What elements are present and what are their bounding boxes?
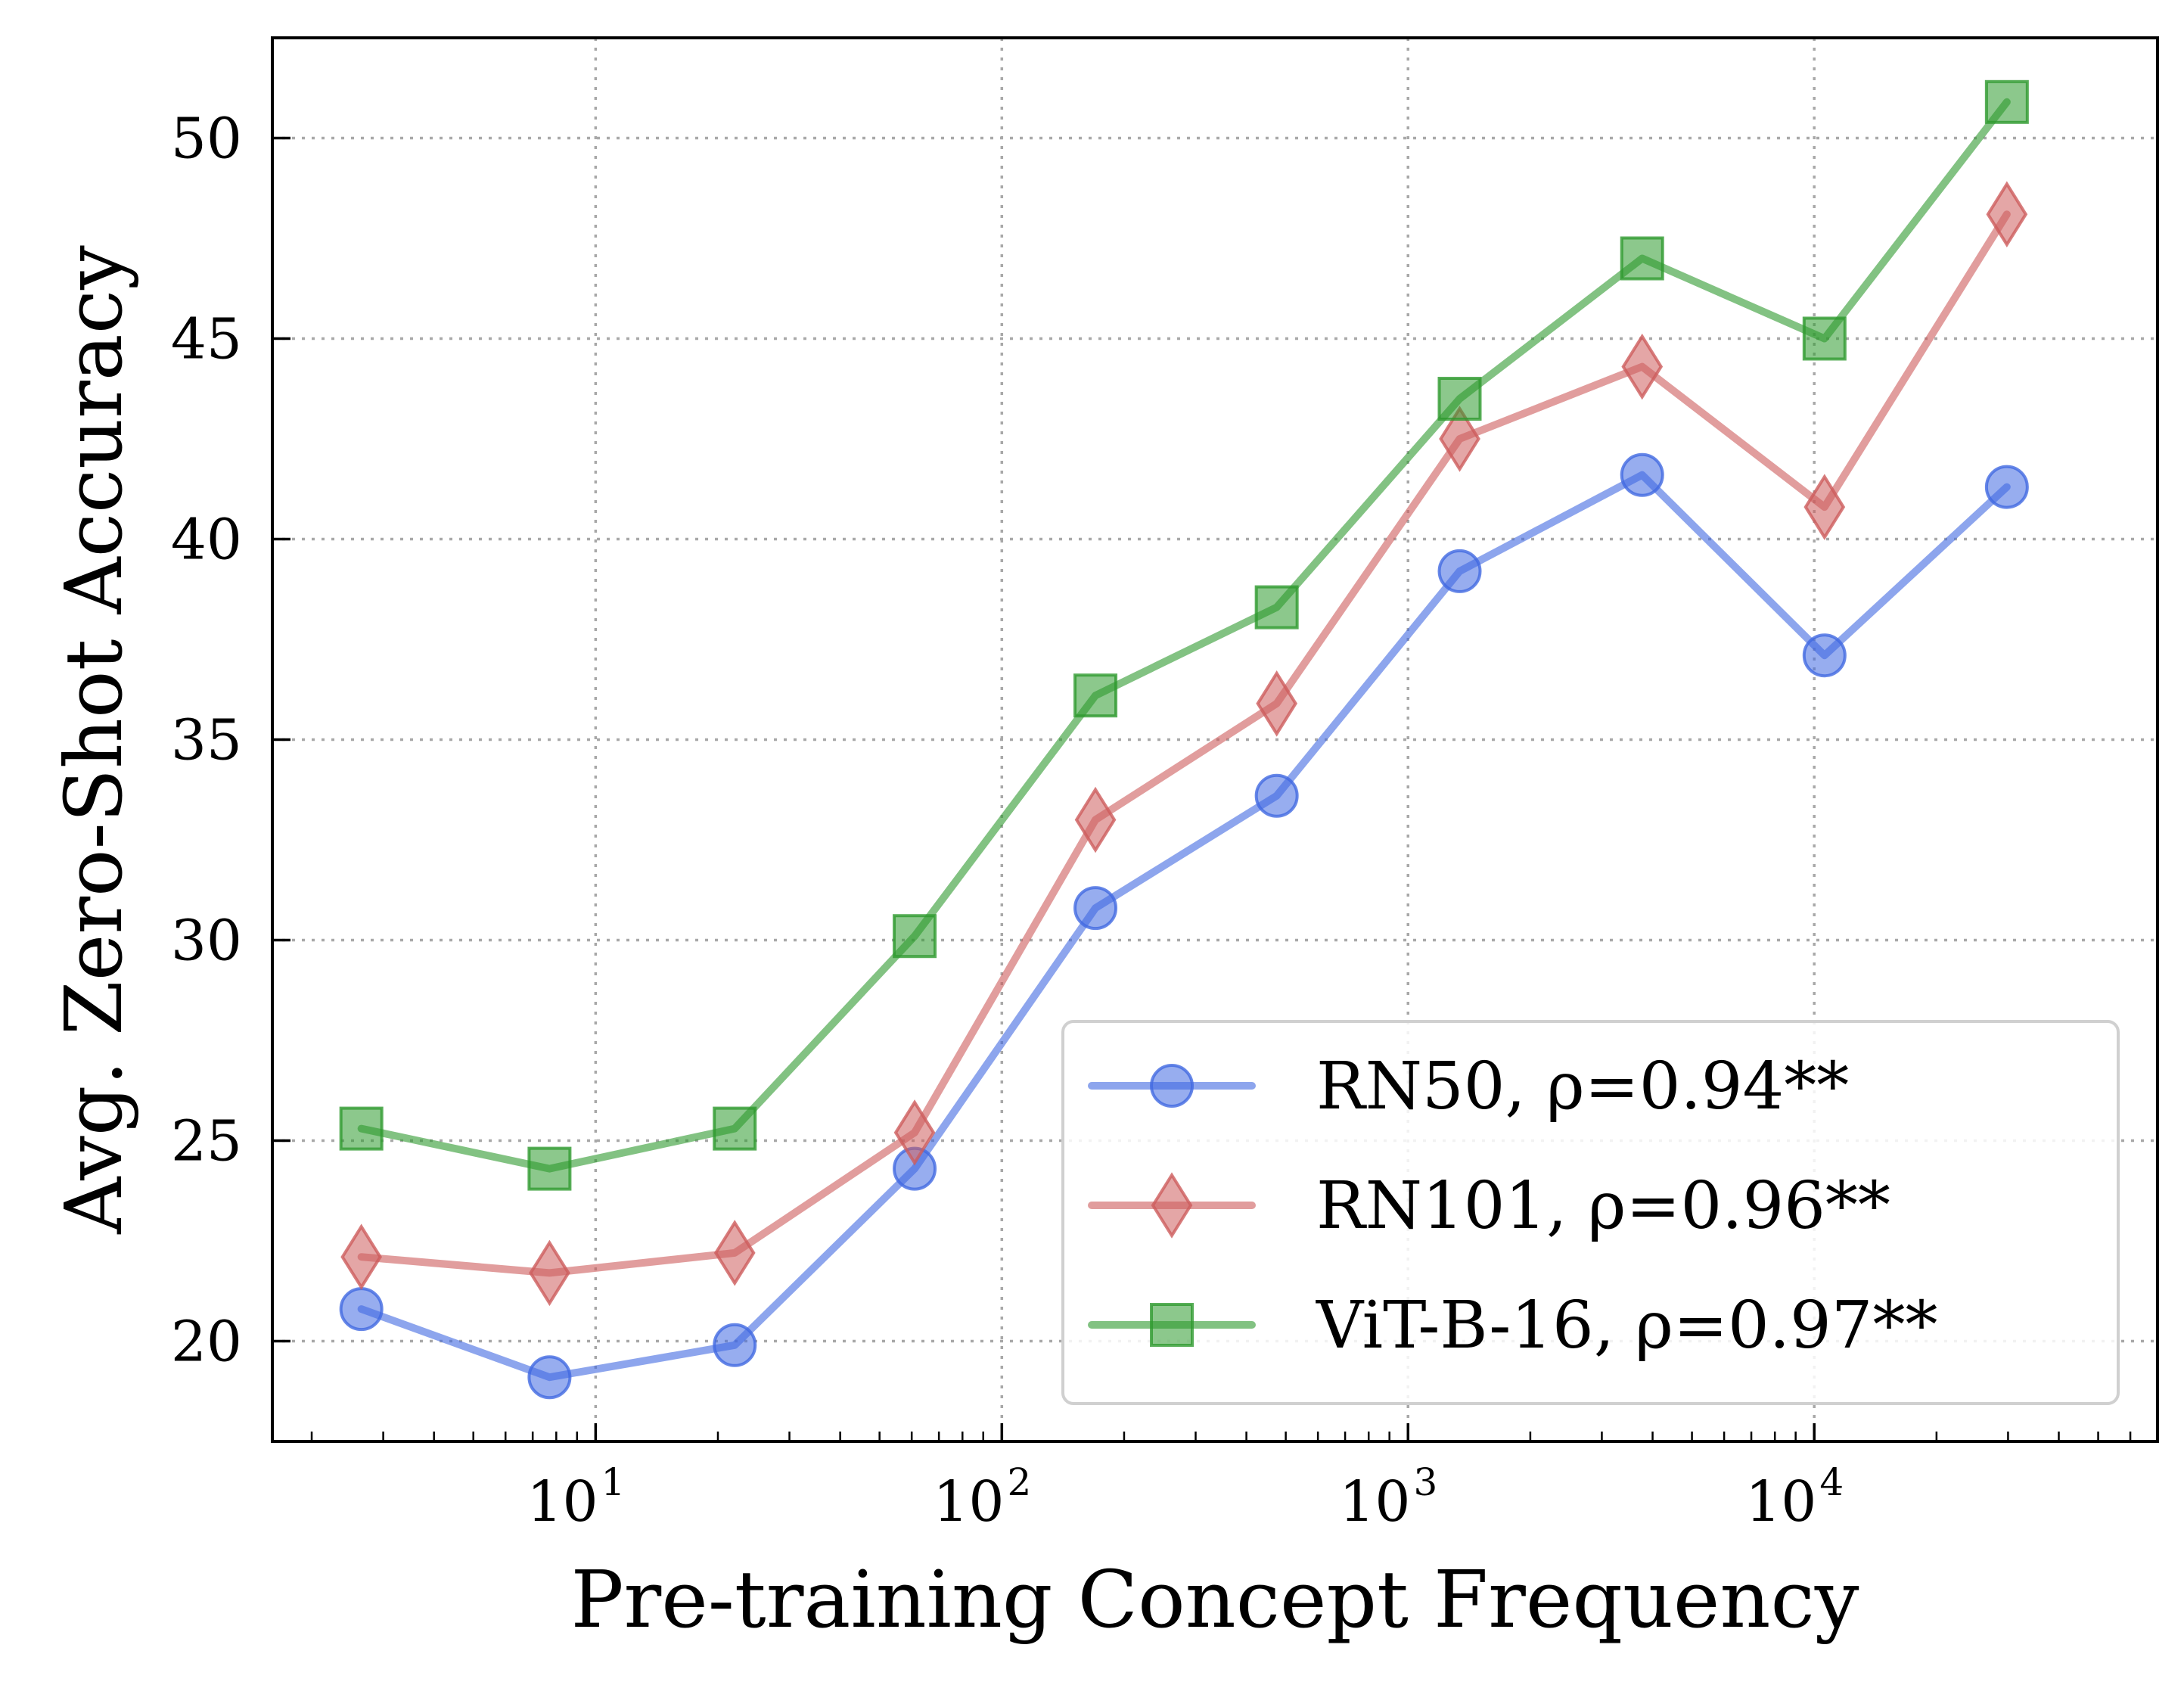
- y-tick-label: 35: [171, 708, 242, 773]
- data-point: [1803, 474, 1846, 540]
- data-point: [1437, 549, 1482, 593]
- y-tick-label: 30: [171, 909, 242, 974]
- data-point: [893, 1099, 936, 1166]
- data-point: [527, 1355, 572, 1400]
- data-point: [1073, 673, 1118, 718]
- series-group: [339, 79, 2029, 1400]
- x-axis-label: Pre-training Concept Frequency: [571, 1553, 1859, 1646]
- data-point: [1621, 333, 1664, 400]
- series-line: [357, 98, 2011, 1173]
- data-point: [529, 1239, 570, 1307]
- legend-entry-rn101-0-96: RN101, ρ=0.96**: [1088, 1168, 1890, 1244]
- data-point: [1074, 786, 1117, 853]
- legend-marker: [1150, 1303, 1194, 1347]
- legend-label: RN101, ρ=0.96**: [1316, 1168, 1890, 1244]
- x-tick-label: 102: [933, 1460, 1031, 1534]
- legend-label: ViT-B-16, ρ=0.97**: [1316, 1288, 1938, 1363]
- data-point: [713, 1220, 756, 1286]
- data-point: [1439, 406, 1480, 472]
- y-tick-label: 40: [171, 508, 242, 573]
- data-point: [339, 1287, 384, 1332]
- data-point: [1620, 236, 1664, 281]
- data-point: [527, 1146, 572, 1191]
- legend-marker: [1151, 1172, 1193, 1239]
- y-tick-label: 45: [171, 307, 242, 372]
- data-point: [340, 1223, 383, 1290]
- data-point: [1802, 316, 1847, 361]
- series-line: [357, 471, 2011, 1382]
- legend-marker: [1150, 1064, 1194, 1108]
- data-point: [1620, 452, 1664, 497]
- x-tick-label: 103: [1339, 1460, 1437, 1534]
- series-rn101-0-96: [340, 181, 2028, 1307]
- data-point: [1256, 670, 1298, 737]
- y-axis-label: Avg. Zero-Shot Accuracy: [48, 245, 140, 1235]
- legend-label: RN50, ρ=0.94**: [1316, 1049, 1849, 1124]
- data-point: [713, 1323, 757, 1367]
- data-point: [1986, 181, 2028, 247]
- x-tick-labels: 101 102 103 104: [527, 1460, 1844, 1534]
- data-point: [339, 1106, 384, 1151]
- data-point: [1437, 377, 1482, 421]
- series-vit-b-16-0-97: [339, 79, 2029, 1191]
- axis-ticks: [272, 136, 2159, 1441]
- data-point: [893, 914, 937, 959]
- data-point: [1254, 773, 1299, 818]
- data-point: [1254, 585, 1299, 630]
- y-tick-label: 20: [171, 1310, 242, 1375]
- series-line: [357, 210, 2011, 1277]
- x-tick-label: 104: [1745, 1460, 1844, 1534]
- data-point: [713, 1106, 757, 1151]
- data-point: [1073, 886, 1118, 931]
- legend-box: [1061, 1020, 2120, 1405]
- y-tick-labels: 20 25 30 35 40 45 50: [171, 107, 242, 1375]
- data-point: [1802, 633, 1847, 678]
- y-tick-label: 25: [171, 1109, 242, 1174]
- legend-entry-rn50-0-94: RN50, ρ=0.94**: [1088, 1049, 1849, 1124]
- legend-entry-vit-b-16-0-97: ViT-B-16, ρ=0.97**: [1088, 1288, 1938, 1363]
- x-tick-label: 101: [527, 1460, 625, 1534]
- data-point: [1984, 79, 2029, 124]
- y-tick-label: 50: [171, 107, 242, 172]
- legend: RN50, ρ=0.94** RN101, ρ=0.96** ViT-B-16, ρ…: [1061, 1020, 2120, 1405]
- data-point: [1984, 465, 2029, 509]
